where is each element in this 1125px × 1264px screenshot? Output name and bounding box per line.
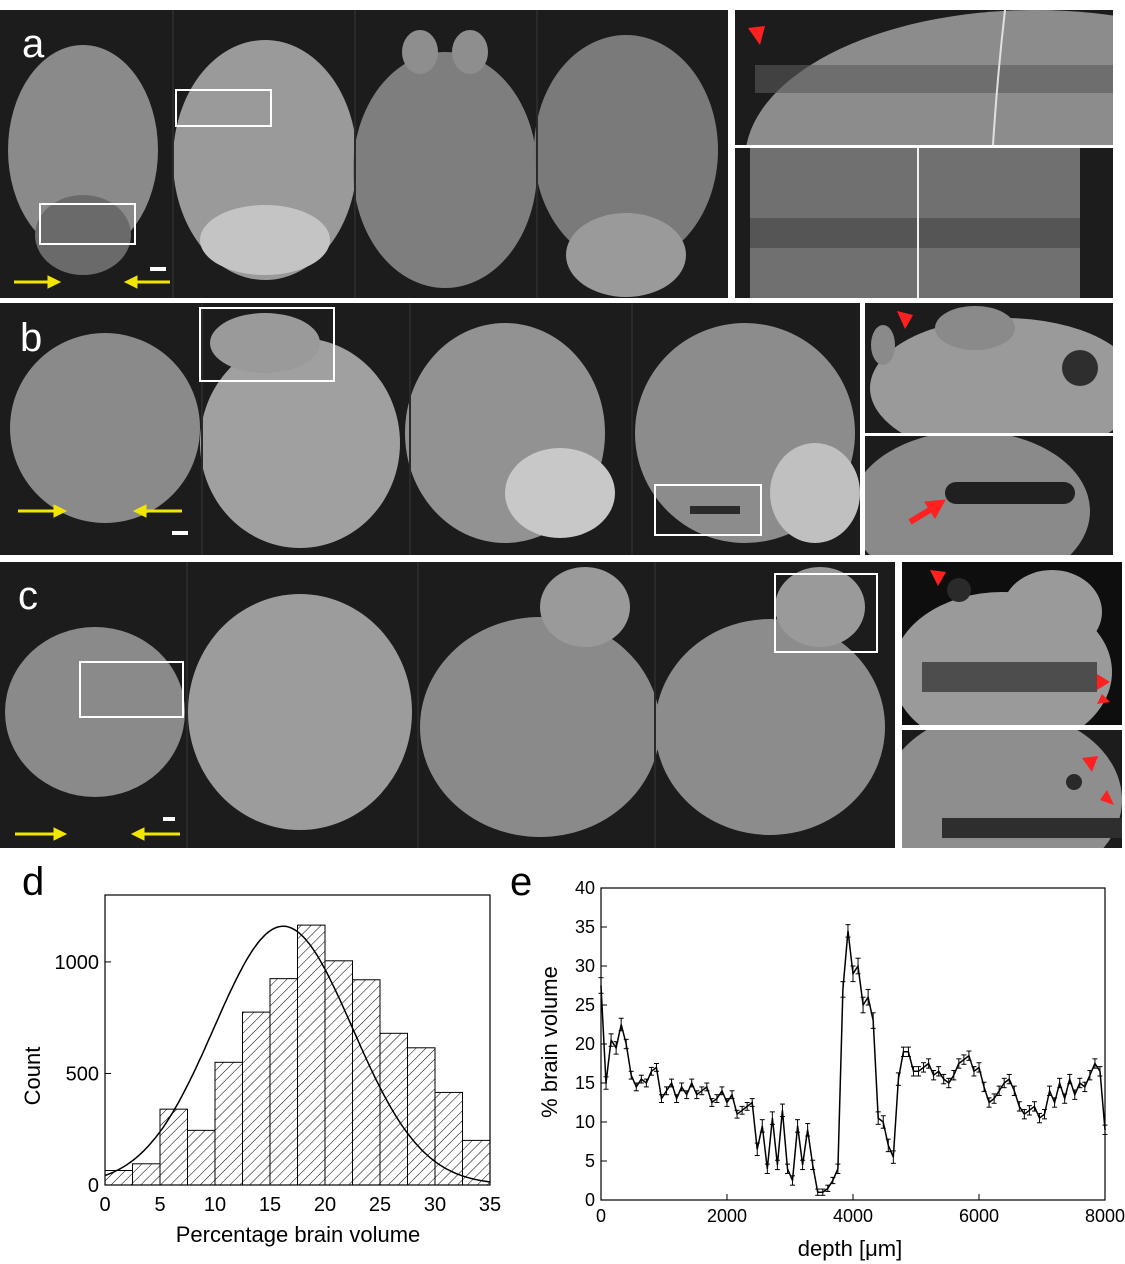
y-axis-title: Count	[20, 1047, 45, 1106]
brain-section	[353, 52, 537, 288]
x-tick-label: 25	[369, 1194, 391, 1216]
panel-b-zoom-bottom	[865, 436, 1113, 555]
histogram-bar	[159, 1108, 188, 1186]
x-tick-label: 0	[596, 1206, 606, 1226]
direction-arrow-left	[132, 504, 182, 518]
red-arrowhead-marker	[748, 26, 765, 45]
histogram-bar	[462, 1139, 491, 1186]
histogram-bar	[132, 1163, 161, 1186]
red-arrowhead-marker	[930, 570, 946, 586]
y-tick-label: 0	[88, 1175, 99, 1197]
panel-label-b: b	[20, 316, 43, 360]
histogram-bar	[269, 978, 298, 1186]
brain-section	[534, 35, 718, 265]
histogram-chart: 0 5 10 15 20 25 30 35 0 500 1000 Percentage brain …	[20, 894, 501, 1247]
x-tick-label: 20	[314, 1194, 336, 1216]
red-arrow-marker	[908, 499, 946, 525]
plot-frame	[600, 887, 1106, 1201]
histogram-bar	[214, 1061, 243, 1186]
x-tick-label: 4000	[833, 1206, 873, 1226]
histogram-bar	[352, 979, 381, 1186]
scale-bar	[163, 817, 175, 821]
y-tick-label: 0	[585, 1190, 595, 1210]
y-tick-label: 10	[575, 1112, 595, 1132]
roi-box	[39, 203, 136, 245]
histogram-bar	[324, 960, 353, 1186]
y-tick-label: 40	[575, 878, 595, 898]
y-tick-label: 1000	[55, 952, 100, 974]
histogram-bar	[434, 1091, 463, 1186]
y-tick-label: 30	[575, 956, 595, 976]
y-tick-label: 35	[575, 917, 595, 937]
x-tick-label: 0	[99, 1194, 110, 1216]
series-line	[600, 930, 1106, 1193]
y-tick-label: 15	[575, 1073, 595, 1093]
roi-box	[199, 307, 335, 382]
roi-box	[654, 484, 762, 536]
red-arrow-marker	[1097, 674, 1110, 690]
panel-label-e: e	[510, 860, 533, 904]
plot-frame	[104, 894, 491, 1186]
histogram-bar	[242, 1011, 271, 1186]
panel-a-zoom-top	[735, 10, 1113, 145]
brain-section	[5, 627, 185, 797]
red-arrowhead-marker	[897, 311, 913, 329]
y-tick-label: 5	[585, 1151, 595, 1171]
direction-arrow-right	[14, 275, 62, 289]
red-arrow-marker	[1097, 694, 1110, 704]
x-tick-label: 30	[424, 1194, 446, 1216]
panel-b-zoom-top	[865, 303, 1113, 433]
direction-arrow-right	[18, 504, 68, 518]
y-tick-label: 20	[575, 1034, 595, 1054]
x-tick-label: 5	[154, 1194, 165, 1216]
gaussian-fit-curve	[104, 925, 491, 1183]
brain-section	[10, 333, 200, 523]
panel-b-brain-sections	[0, 303, 860, 555]
y-axis-title: % brain volume	[537, 966, 562, 1118]
histogram-bar	[407, 1047, 436, 1186]
panel-c-zoom-top	[902, 562, 1122, 725]
histogram-bar	[187, 1129, 216, 1186]
red-arrowhead-marker	[1082, 756, 1098, 772]
brain-section	[420, 617, 660, 837]
direction-arrow-left	[130, 827, 180, 841]
line-chart: 0 2000 4000 6000 8000 0 5 10 15 20 25 30 35 40 depth …	[537, 878, 1125, 1261]
scale-bar	[150, 267, 166, 271]
panel-a-zoom-bottom	[735, 148, 1113, 298]
direction-arrow-right	[15, 827, 68, 841]
x-axis-title: depth [μm]	[798, 1236, 902, 1261]
brain-section	[8, 45, 158, 255]
x-tick-label: 8000	[1085, 1206, 1125, 1226]
direction-arrow-left	[123, 275, 170, 289]
roi-box	[774, 573, 878, 653]
x-tick-label: 10	[204, 1194, 226, 1216]
x-tick-label: 15	[259, 1194, 281, 1216]
x-tick-label: 2000	[707, 1206, 747, 1226]
histogram-bar	[104, 1170, 133, 1186]
brain-section	[655, 619, 885, 835]
brain-section	[188, 594, 412, 830]
x-axis-title: Percentage brain volume	[176, 1222, 421, 1247]
panel-label-d: d	[22, 860, 45, 904]
y-tick-label: 25	[575, 995, 595, 1015]
roi-box	[175, 89, 272, 127]
x-tick-label: 35	[479, 1194, 501, 1216]
brain-section	[200, 338, 400, 548]
panel-a-brain-sections	[0, 10, 728, 298]
y-tick-label: 500	[66, 1063, 99, 1085]
panel-label-a: a	[22, 22, 45, 66]
x-tick-label: 6000	[959, 1206, 999, 1226]
red-arrow-marker	[1100, 790, 1114, 805]
panel-c-brain-sections	[0, 562, 895, 848]
panel-label-c: c	[18, 574, 38, 618]
roi-box	[79, 661, 184, 718]
histogram-bar	[297, 924, 326, 1186]
histogram-bar	[379, 1032, 408, 1186]
scale-bar	[172, 531, 188, 535]
panel-c-zoom-bottom	[902, 730, 1122, 848]
